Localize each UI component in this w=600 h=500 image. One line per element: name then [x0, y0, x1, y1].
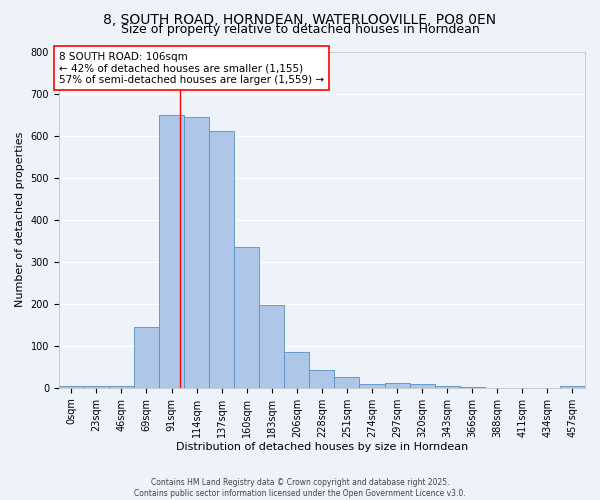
Bar — [59, 386, 84, 388]
Bar — [284, 352, 310, 388]
Text: Contains HM Land Registry data © Crown copyright and database right 2025.
Contai: Contains HM Land Registry data © Crown c… — [134, 478, 466, 498]
Bar — [259, 304, 284, 388]
Bar — [334, 378, 359, 388]
Bar — [410, 384, 434, 388]
Bar — [434, 386, 460, 388]
Bar — [184, 116, 209, 388]
Bar — [209, 132, 234, 388]
Bar — [560, 386, 585, 388]
Bar — [310, 370, 334, 388]
Bar — [84, 386, 109, 388]
Y-axis label: Number of detached properties: Number of detached properties — [15, 132, 25, 308]
Bar — [134, 327, 159, 388]
Bar — [159, 114, 184, 388]
X-axis label: Distribution of detached houses by size in Horndean: Distribution of detached houses by size … — [176, 442, 468, 452]
Text: Size of property relative to detached houses in Horndean: Size of property relative to detached ho… — [121, 22, 479, 36]
Bar — [385, 383, 410, 388]
Bar — [234, 247, 259, 388]
Bar — [460, 387, 485, 388]
Bar — [359, 384, 385, 388]
Bar — [109, 386, 134, 388]
Text: 8 SOUTH ROAD: 106sqm
← 42% of detached houses are smaller (1,155)
57% of semi-de: 8 SOUTH ROAD: 106sqm ← 42% of detached h… — [59, 52, 324, 84]
Text: 8, SOUTH ROAD, HORNDEAN, WATERLOOVILLE, PO8 0EN: 8, SOUTH ROAD, HORNDEAN, WATERLOOVILLE, … — [103, 12, 497, 26]
